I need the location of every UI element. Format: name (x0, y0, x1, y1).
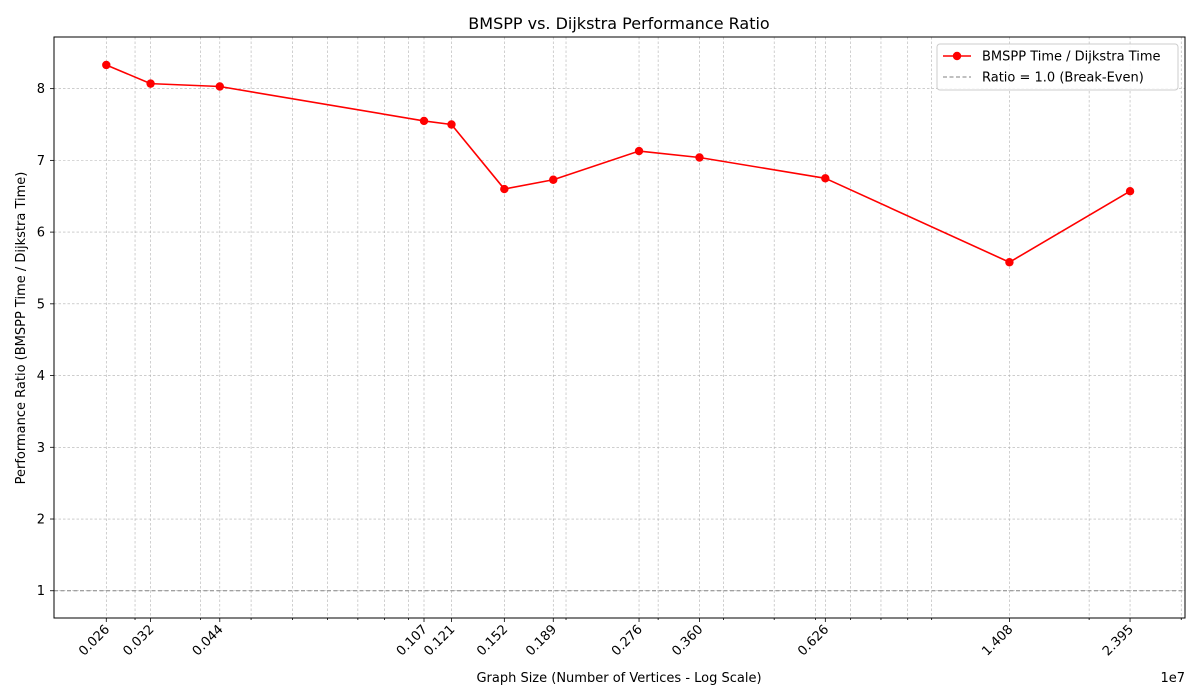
legend-series-marker (952, 51, 962, 61)
x-tick-label: 0.121 (421, 622, 458, 659)
y-tick-label: 7 (37, 154, 45, 169)
data-point (549, 175, 558, 184)
y-axis-ticks: 1 2 3 4 5 6 7 8 (37, 82, 54, 599)
y-tick-label: 8 (37, 82, 45, 97)
series-group (102, 60, 1135, 267)
chart-title: BMSPP vs. Dijkstra Performance Ratio (468, 14, 769, 33)
series-line (105, 64, 1131, 264)
legend-series-label: BMSPP Time / Dijkstra Time (982, 50, 1161, 65)
data-point (695, 153, 704, 162)
data-point (447, 120, 456, 129)
x-tick-label: 0.026 (76, 622, 113, 659)
x-tick-label: 0.044 (190, 622, 227, 659)
data-point (215, 82, 224, 91)
legend-box (936, 43, 1179, 91)
plot-frame (53, 36, 1186, 619)
x-tick-label: 0.032 (120, 622, 157, 659)
y-tick-label: 2 (37, 513, 45, 528)
x-tick-label: 0.276 (609, 622, 646, 659)
data-point (500, 184, 509, 194)
legend: BMSPP Time / Dijkstra Time Ratio = 1.0 (… (936, 43, 1179, 91)
legend-reference-label: Ratio = 1.0 (Break-Even) (982, 71, 1144, 86)
data-point (419, 116, 429, 126)
x-axis-label: Graph Size (Number of Vertices - Log Sca… (476, 671, 761, 686)
y-tick-label: 1 (37, 584, 45, 599)
y-tick-label: 3 (37, 441, 45, 456)
data-point (634, 146, 644, 156)
y-axis-label: Performance Ratio (BMSPP Time / Dijkstra… (14, 172, 29, 485)
x-tick-label: 1.408 (979, 622, 1016, 659)
y-tick-label: 5 (37, 297, 45, 312)
data-point (102, 60, 111, 70)
data-point (1005, 258, 1014, 267)
x-tick-label: 2.395 (1100, 622, 1137, 659)
x-axis-offset-label: 1e7 (1160, 671, 1185, 686)
x-tick-label: 0.189 (523, 622, 560, 659)
y-tick-label: 6 (37, 226, 45, 241)
grid (54, 37, 1185, 618)
x-tick-label: 0.152 (474, 622, 511, 659)
y-tick-label: 4 (37, 369, 45, 384)
data-point (1125, 187, 1135, 196)
data-point (821, 174, 830, 183)
data-point (146, 79, 155, 88)
x-tick-label: 0.626 (795, 622, 832, 659)
x-tick-label: 0.360 (669, 622, 706, 659)
